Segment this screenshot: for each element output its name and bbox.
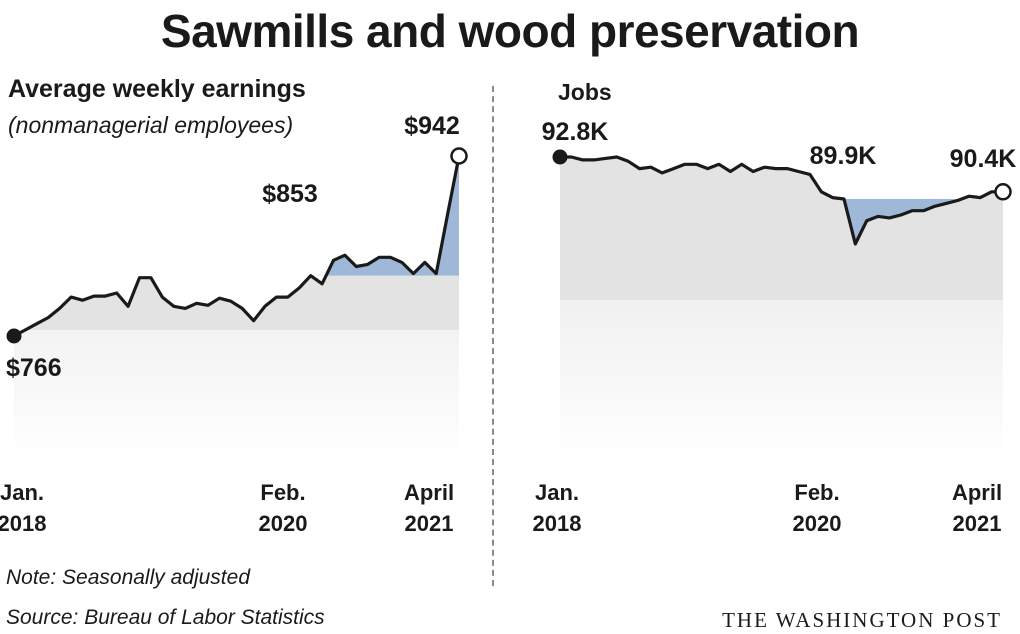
- jobs-highlight-area: [844, 199, 962, 244]
- source-text: Source: Bureau of Labor Statistics: [6, 606, 325, 629]
- jobs-x-tick-2-line2: 2021: [953, 511, 1002, 536]
- earnings-end-marker: [450, 147, 468, 165]
- jobs-start-label: 92.8K: [542, 118, 609, 146]
- jobs-area-solid: [560, 157, 1003, 300]
- publisher-credit: THE WASHINGTON POST: [722, 608, 1002, 632]
- jobs-panel-title: Jobs: [558, 79, 612, 105]
- jobs-x-tick-0-line2: 2018: [533, 511, 582, 536]
- earnings-start-label: $766: [6, 354, 62, 382]
- jobs-x-tick-1-line1: Feb.: [794, 480, 839, 505]
- earnings-chart: $766 $853 $942 Jan. 2018 Feb. 2020 April 2021: [0, 112, 468, 536]
- earnings-x-tick-0-line2: 2018: [0, 511, 46, 536]
- earnings-x-tick-1-line2: 2020: [259, 511, 308, 536]
- earnings-x-tick-2-line1: April: [404, 480, 454, 505]
- jobs-chart: 92.8K 89.9K 90.4K Jan. 2018 Feb. 2020 April 2021: [533, 118, 1017, 536]
- earnings-panel-subtitle: (nonmanagerial employees): [8, 112, 294, 138]
- earnings-x-tick-1-line1: Feb.: [260, 480, 305, 505]
- earnings-area-solid: [14, 156, 459, 336]
- note-text: Note: Seasonally adjusted: [6, 566, 250, 589]
- jobs-start-marker: [552, 149, 568, 165]
- jobs-x-tick-0-line1: Jan.: [535, 480, 579, 505]
- earnings-start-marker: [6, 328, 22, 344]
- earnings-data-line: [12, 154, 461, 338]
- earnings-x-tick-2-line2: 2021: [405, 511, 454, 536]
- jobs-x-tick-1-line2: 2020: [793, 511, 842, 536]
- jobs-end-marker: [994, 183, 1012, 201]
- earnings-x-tick-0-line1: Jan.: [0, 480, 44, 505]
- earnings-panel-title: Average weekly earnings: [8, 75, 306, 103]
- jobs-x-tick-2-line1: April: [952, 480, 1002, 505]
- panel-divider: [492, 86, 494, 586]
- jobs-end-label: 90.4K: [950, 145, 1017, 173]
- earnings-end-label: $942: [404, 112, 460, 140]
- chart-title: Sawmills and wood preservation: [160, 5, 860, 57]
- jobs-feb2020-label: 89.9K: [810, 142, 877, 170]
- earnings-highlight-area: [326, 156, 459, 276]
- jobs-data-line: [558, 155, 1005, 246]
- earnings-feb2020-label: $853: [262, 180, 318, 208]
